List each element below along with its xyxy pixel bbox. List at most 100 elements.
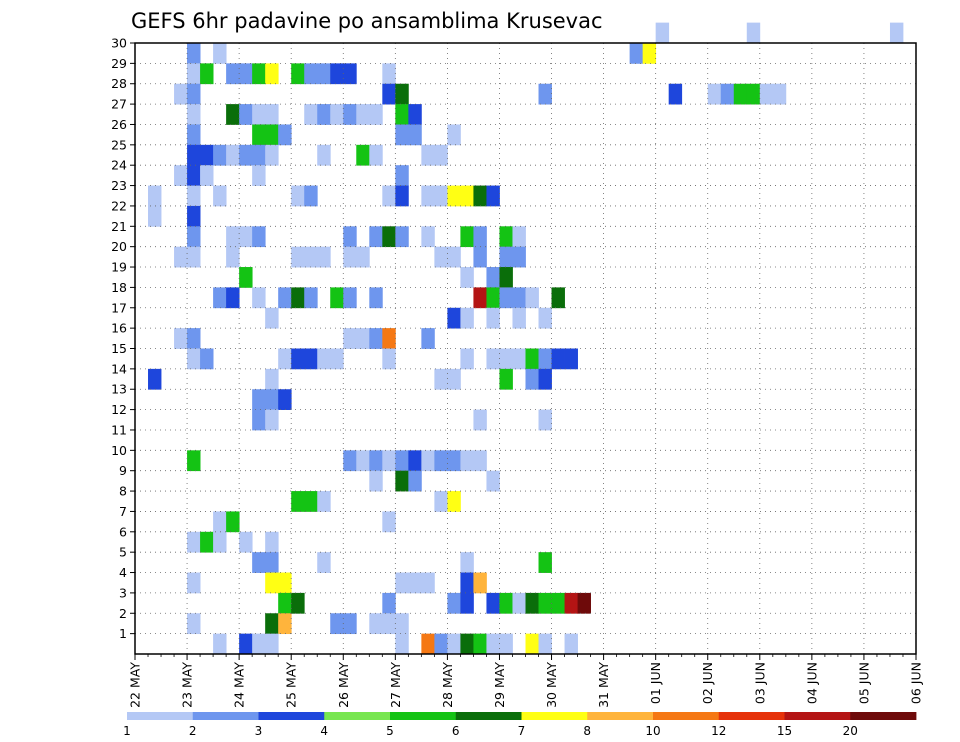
heatmap-cell — [655, 22, 670, 44]
x-tick-label: 06 JUN — [909, 662, 924, 704]
x-tick-label: 31 MAY — [596, 662, 611, 708]
heatmap-cell — [174, 165, 188, 186]
heatmap-cell — [499, 246, 513, 268]
heatmap-cell — [473, 246, 487, 268]
heatmap-cell — [291, 246, 305, 268]
heatmap-cell — [317, 348, 331, 370]
heatmap-cell — [395, 470, 409, 492]
heatmap-cell — [460, 450, 474, 472]
heatmap-cell — [538, 633, 552, 655]
legend-swatch — [850, 712, 917, 720]
heatmap-cell — [460, 267, 474, 288]
heatmap-cell — [499, 287, 513, 309]
heatmap-cell — [668, 83, 683, 105]
heatmap-cell — [369, 287, 383, 309]
heatmap-cell — [369, 470, 383, 492]
heatmap-cell — [187, 165, 201, 186]
heatmap-cell — [395, 185, 409, 207]
heatmap-cell — [382, 511, 396, 533]
legend-swatch — [587, 712, 654, 720]
heatmap-cell — [187, 144, 201, 166]
legend-swatch — [258, 712, 325, 720]
heatmap-cell — [252, 287, 266, 309]
x-tick-label: 04 JUN — [804, 662, 819, 704]
heatmap-cell — [551, 348, 565, 370]
heatmap-cell — [317, 63, 331, 85]
legend-swatch — [455, 712, 522, 720]
heatmap-cell — [460, 572, 474, 594]
x-tick-label: 03 JUN — [752, 662, 767, 704]
heatmap-cell — [187, 185, 201, 207]
heatmap-cell — [395, 633, 409, 655]
heatmap-cell — [343, 328, 357, 349]
heatmap-cell — [525, 368, 539, 390]
heatmap-cell — [226, 511, 240, 533]
heatmap-cell — [434, 450, 448, 472]
heatmap-cell — [460, 307, 474, 329]
heatmap-cell — [395, 124, 409, 146]
legend-swatch — [718, 712, 785, 720]
heatmap-cell — [408, 450, 422, 472]
y-tick-label: 20 — [111, 239, 127, 254]
heatmap-cell — [447, 633, 461, 655]
y-tick-label: 28 — [111, 76, 127, 91]
heatmap-cell — [291, 63, 305, 85]
heatmap-cell — [538, 348, 552, 370]
heatmap-cell — [486, 348, 500, 370]
heatmap-cell — [317, 491, 331, 512]
heatmap-cell — [252, 165, 266, 186]
heatmap-cell — [343, 226, 357, 248]
heatmap-cell — [525, 348, 539, 370]
heatmap-cell — [187, 328, 201, 349]
heatmap-cell — [200, 531, 214, 553]
heatmap-cell — [551, 287, 565, 309]
x-tick-label: 02 JUN — [700, 662, 715, 704]
heatmap-cell — [746, 83, 761, 105]
heatmap-cell — [187, 572, 201, 594]
x-tick-label: 30 MAY — [544, 662, 559, 708]
heatmap-cell — [486, 185, 500, 207]
heatmap-cell — [395, 572, 409, 594]
legend-swatch — [192, 712, 259, 720]
heatmap-cell — [421, 144, 435, 166]
heatmap-cell — [226, 246, 240, 268]
heatmap-cell — [473, 287, 487, 309]
heatmap-cell — [239, 104, 253, 125]
heatmap-cell — [187, 104, 201, 125]
grid-lines — [134, 42, 917, 654]
heatmap-cell — [174, 246, 188, 268]
heatmap-cell — [304, 63, 318, 85]
heatmap-cell — [278, 287, 292, 309]
heatmap-cell — [421, 185, 435, 207]
x-tick-label: 26 MAY — [336, 662, 351, 708]
heatmap-cell — [538, 552, 552, 573]
heatmap-cell — [382, 83, 396, 105]
heatmap-cell — [447, 368, 461, 390]
y-tick-label: 4 — [119, 565, 127, 580]
legend-swatch — [784, 712, 851, 720]
heatmap-cell — [447, 450, 461, 472]
y-tick-label: 19 — [111, 260, 127, 275]
heatmap-cell — [291, 287, 305, 309]
heatmap-cell — [330, 287, 344, 309]
heatmap-cell — [213, 633, 227, 655]
heatmap-cell — [265, 63, 279, 85]
heatmap-cell — [408, 470, 422, 492]
heatmap-cell — [369, 450, 383, 472]
heatmap-cell — [343, 450, 357, 472]
heatmap-cell — [278, 348, 292, 370]
heatmap-cell — [642, 43, 657, 64]
heatmap-cell — [395, 226, 409, 248]
heatmap-cell — [473, 450, 487, 472]
heatmap-cell — [239, 144, 253, 166]
heatmap-cell — [200, 348, 214, 370]
heatmap-cell — [356, 144, 370, 166]
heatmap-cell — [447, 592, 461, 614]
heatmap-cell — [343, 246, 357, 268]
heatmap-cell — [395, 450, 409, 472]
y-tick-label: 2 — [119, 606, 127, 621]
heatmap-cell — [304, 185, 318, 207]
heatmap-cell — [434, 368, 448, 390]
legend-swatch — [390, 712, 457, 720]
heatmap-cell — [265, 572, 279, 594]
